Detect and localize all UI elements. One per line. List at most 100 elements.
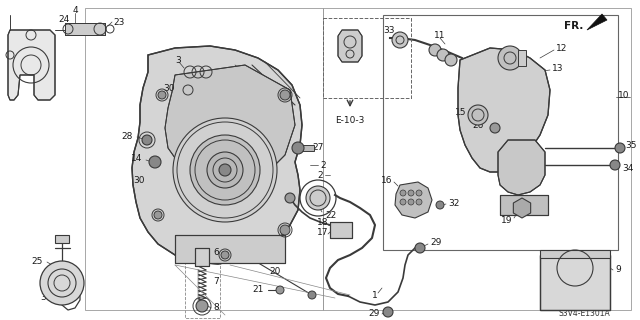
Text: 1: 1 <box>372 291 378 300</box>
Circle shape <box>306 186 330 210</box>
Polygon shape <box>132 46 302 264</box>
Circle shape <box>415 243 425 253</box>
Circle shape <box>490 123 500 133</box>
Text: 23: 23 <box>113 18 124 27</box>
Polygon shape <box>338 30 362 62</box>
Bar <box>330 222 352 238</box>
Bar <box>500 195 548 215</box>
Text: 10: 10 <box>618 91 630 100</box>
Text: 28: 28 <box>122 132 133 140</box>
Text: 9: 9 <box>615 266 621 275</box>
Text: 6: 6 <box>213 247 219 257</box>
Circle shape <box>280 225 290 235</box>
Bar <box>195 248 209 266</box>
Text: 8: 8 <box>213 303 219 313</box>
Circle shape <box>383 307 393 317</box>
Bar <box>383 15 618 250</box>
Bar <box>323 8 631 310</box>
Text: 17: 17 <box>317 228 328 236</box>
Text: 14: 14 <box>131 154 142 163</box>
Bar <box>65 23 105 35</box>
Text: S3V4-E1301A: S3V4-E1301A <box>558 309 610 318</box>
Circle shape <box>154 211 162 219</box>
Text: FR.: FR. <box>564 21 583 31</box>
Text: 29: 29 <box>430 237 442 246</box>
Text: 16: 16 <box>381 175 392 185</box>
Text: 7: 7 <box>213 277 219 286</box>
Circle shape <box>149 156 161 168</box>
Text: 35: 35 <box>625 140 637 149</box>
Text: 31: 31 <box>40 293 52 302</box>
Circle shape <box>276 286 284 294</box>
Text: 4: 4 <box>72 5 78 14</box>
Circle shape <box>408 190 414 196</box>
Text: 27: 27 <box>312 142 323 151</box>
Circle shape <box>40 261 84 305</box>
Bar <box>540 255 610 310</box>
Polygon shape <box>498 140 545 195</box>
Text: 30: 30 <box>163 84 175 92</box>
Circle shape <box>429 44 441 56</box>
Text: 11: 11 <box>435 30 445 39</box>
Circle shape <box>173 118 277 222</box>
Circle shape <box>416 199 422 205</box>
Text: 5: 5 <box>46 270 52 279</box>
Circle shape <box>498 46 522 70</box>
Text: 24: 24 <box>58 14 70 23</box>
Text: 12: 12 <box>556 44 568 52</box>
Circle shape <box>610 160 620 170</box>
Circle shape <box>142 135 152 145</box>
Polygon shape <box>458 48 550 172</box>
Bar <box>330 222 352 238</box>
Text: 26: 26 <box>472 121 484 130</box>
Text: 2: 2 <box>317 171 323 180</box>
Text: 21: 21 <box>253 285 264 294</box>
Text: 22: 22 <box>325 211 336 220</box>
Circle shape <box>416 190 422 196</box>
Polygon shape <box>513 198 531 218</box>
Text: 34: 34 <box>622 164 634 172</box>
Circle shape <box>436 201 444 209</box>
Circle shape <box>308 291 316 299</box>
Bar <box>175 235 285 263</box>
Circle shape <box>445 54 457 66</box>
Circle shape <box>400 199 406 205</box>
Circle shape <box>158 91 166 99</box>
Circle shape <box>190 135 260 205</box>
Text: 30: 30 <box>134 175 145 185</box>
Bar <box>518 50 526 66</box>
Text: 29: 29 <box>369 309 380 318</box>
Circle shape <box>221 251 229 259</box>
Polygon shape <box>587 14 607 30</box>
Bar <box>540 255 610 310</box>
Bar <box>55 235 69 243</box>
Text: 20: 20 <box>269 268 281 276</box>
Text: 3: 3 <box>175 55 181 65</box>
Circle shape <box>219 164 231 176</box>
Text: 32: 32 <box>448 198 460 207</box>
Text: E-10-3: E-10-3 <box>335 116 365 124</box>
Bar <box>294 145 314 151</box>
Bar <box>65 23 105 35</box>
Text: 33: 33 <box>383 26 395 35</box>
Bar <box>85 8 323 310</box>
Bar <box>323 18 411 98</box>
Circle shape <box>615 143 625 153</box>
Text: 19: 19 <box>500 215 512 225</box>
Text: 18: 18 <box>317 218 328 227</box>
Bar <box>540 250 610 258</box>
Circle shape <box>207 152 243 188</box>
Circle shape <box>196 300 208 312</box>
Bar <box>195 248 209 266</box>
Polygon shape <box>395 182 432 218</box>
Circle shape <box>437 49 449 61</box>
Circle shape <box>392 32 408 48</box>
Circle shape <box>408 199 414 205</box>
Text: 13: 13 <box>552 63 563 73</box>
Bar <box>175 235 285 263</box>
Text: 25: 25 <box>31 258 43 267</box>
Text: 2: 2 <box>320 161 326 170</box>
Circle shape <box>468 105 488 125</box>
Bar <box>500 195 548 215</box>
Circle shape <box>400 190 406 196</box>
